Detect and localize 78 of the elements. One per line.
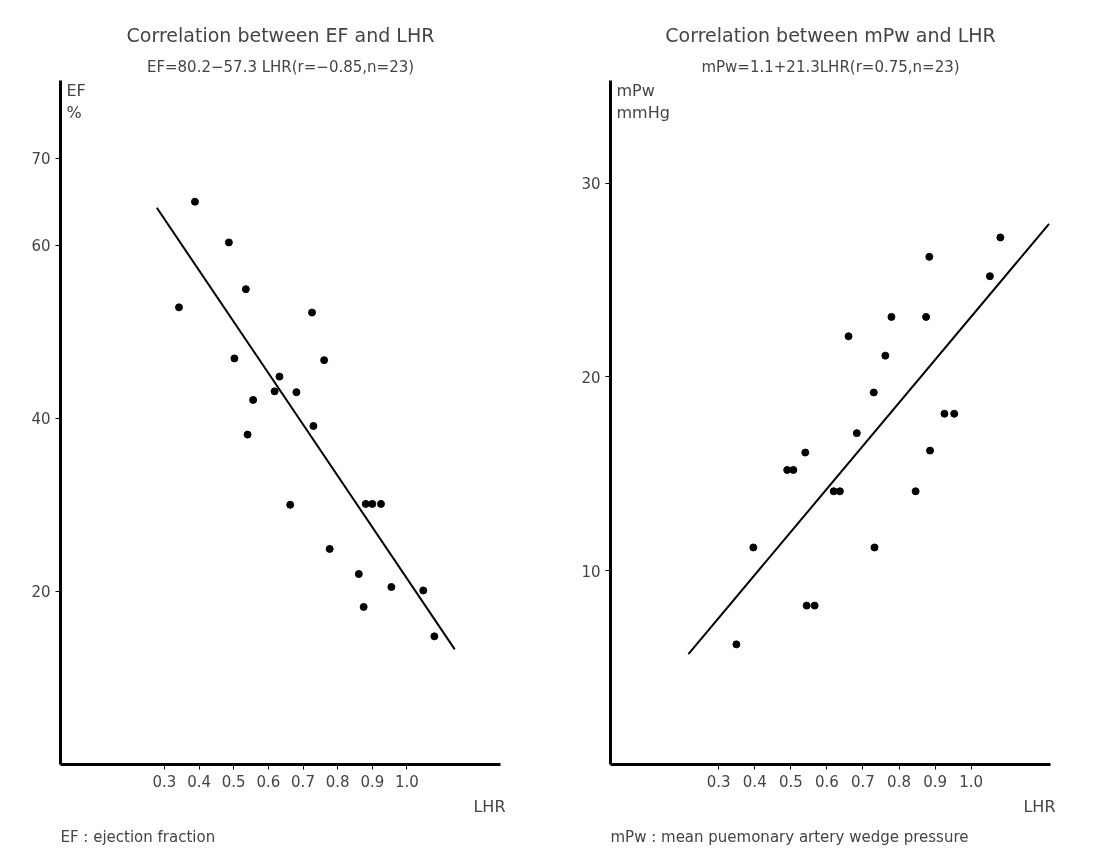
point <box>881 351 890 360</box>
point <box>174 303 183 312</box>
point <box>911 487 920 496</box>
x-tick-label: 0.4 <box>742 772 767 791</box>
y-tick-label: 60 <box>31 237 51 256</box>
point <box>361 499 370 508</box>
text: mPw : mean puemonary artery wedge pressure <box>610 827 969 846</box>
point <box>430 632 439 641</box>
chart-title: Correlation between mPw and LHR <box>665 23 996 46</box>
point <box>844 332 853 341</box>
x-tick-label: 0.8 <box>325 772 350 791</box>
point <box>190 197 199 206</box>
chart-title: Correlation between EF and LHR <box>126 23 435 46</box>
point <box>275 372 284 381</box>
point <box>325 544 334 553</box>
y-tick-label: 10 <box>581 562 601 581</box>
point <box>359 602 368 611</box>
point <box>241 285 250 294</box>
x-tick-label: 0.3 <box>706 772 731 791</box>
point <box>249 396 258 404</box>
x-tick-label: 1.0 <box>959 772 984 791</box>
point <box>829 487 838 496</box>
x-tick-label: 0.6 <box>814 772 839 791</box>
point <box>354 570 363 579</box>
point <box>309 421 318 430</box>
point <box>749 543 758 552</box>
point <box>801 448 810 457</box>
point <box>985 272 994 281</box>
point <box>810 601 819 610</box>
point <box>376 499 385 508</box>
point <box>789 465 798 474</box>
y-axis-title: EF % <box>66 80 86 123</box>
x-tick-label: 1.0 <box>395 772 419 791</box>
point <box>925 252 934 261</box>
y-tick-label: 20 <box>31 583 51 602</box>
point <box>996 233 1005 242</box>
x-tick-label: 0.3 <box>152 772 177 791</box>
y-tick-label: 70 <box>31 150 51 169</box>
point <box>950 409 959 418</box>
y-tick-label: 20 <box>581 368 601 387</box>
point <box>243 430 252 439</box>
x-tick-label: 0.9 <box>360 772 385 791</box>
y-tick-label: 30 <box>581 175 601 194</box>
x-tick-label: 0.7 <box>291 772 315 791</box>
point <box>230 354 239 363</box>
point <box>887 312 896 321</box>
x-tick-label: 0.8 <box>887 772 911 791</box>
y-tick-label: 40 <box>31 410 51 429</box>
x-tick-label: 0.5 <box>221 772 246 791</box>
point <box>940 409 949 418</box>
point <box>922 312 931 321</box>
point <box>270 387 279 396</box>
point <box>286 500 295 509</box>
point <box>419 586 428 595</box>
x-axis-title: LHR <box>1023 796 1056 816</box>
x-tick-label: 0.7 <box>851 772 875 791</box>
point <box>320 356 329 365</box>
point <box>292 388 301 397</box>
point <box>870 543 879 552</box>
x-tick-label: 0.4 <box>187 772 212 791</box>
x-tick-label: 0.6 <box>256 772 281 791</box>
text: EF : ejection fraction <box>60 827 216 846</box>
point <box>224 238 233 247</box>
point <box>308 308 317 317</box>
y-axis-title: mPw mmHg <box>616 80 670 123</box>
point <box>926 446 935 455</box>
x-tick-label: 0.5 <box>778 772 803 791</box>
point <box>732 640 741 649</box>
x-tick-label: 0.9 <box>923 772 948 791</box>
point <box>869 388 878 397</box>
point <box>835 487 844 496</box>
point <box>852 429 861 438</box>
x-axis-title: LHR <box>473 796 506 816</box>
chart-subtitle: EF=80.2−57.3 LHR(r=−0.85,n=23) <box>146 57 415 76</box>
point <box>368 499 377 508</box>
chart-subtitle: mPw=1.1+21.3LHR(r=0.75,n=23) <box>701 57 960 76</box>
point <box>387 583 396 591</box>
point <box>802 601 811 610</box>
